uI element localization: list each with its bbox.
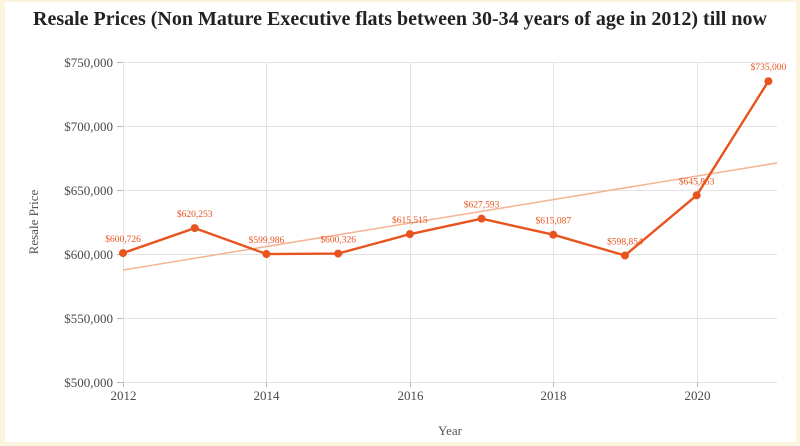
data-point (477, 214, 486, 223)
data-point (692, 191, 701, 200)
data-point (405, 230, 414, 239)
y-tick-label: $600,000 (64, 247, 113, 262)
data-point-label: $615,087 (535, 216, 571, 227)
data-point-label: $627,593 (464, 200, 500, 211)
y-tick-label: $650,000 (64, 183, 113, 198)
data-point-label: $615,515 (392, 215, 428, 226)
x-tick-label: 2018 (541, 388, 567, 403)
data-point-label: $600,726 (105, 234, 141, 245)
data-point-label: $598,854 (607, 236, 643, 247)
trend-line (122, 162, 778, 271)
data-point (190, 224, 199, 233)
data-point-label: $620,253 (177, 209, 213, 220)
y-tick-label: $500,000 (64, 375, 113, 390)
x-tick-label: 2020 (685, 388, 711, 403)
data-point-label: $600,326 (320, 235, 356, 246)
series-line (121, 79, 770, 257)
data-point (620, 251, 629, 260)
data-point-label: $645,853 (679, 176, 715, 187)
x-axis-title: Year (438, 423, 462, 438)
x-tick-label: 2016 (398, 388, 425, 403)
x-tick-label: 2012 (111, 388, 137, 403)
y-tick-label: $700,000 (64, 119, 113, 134)
x-tick-label: 2014 (254, 388, 281, 403)
data-point (764, 77, 773, 86)
data-point (119, 249, 127, 258)
data-point (262, 250, 271, 259)
chart-title: Resale Prices (Non Mature Executive flat… (33, 8, 767, 30)
data-point-label: $735,000 (751, 62, 787, 73)
data-point (334, 249, 343, 258)
y-tick-label: $550,000 (64, 311, 113, 326)
data-point (549, 230, 558, 239)
y-tick-label: $750,000 (64, 55, 113, 70)
data-point-label: $599,986 (249, 235, 285, 246)
